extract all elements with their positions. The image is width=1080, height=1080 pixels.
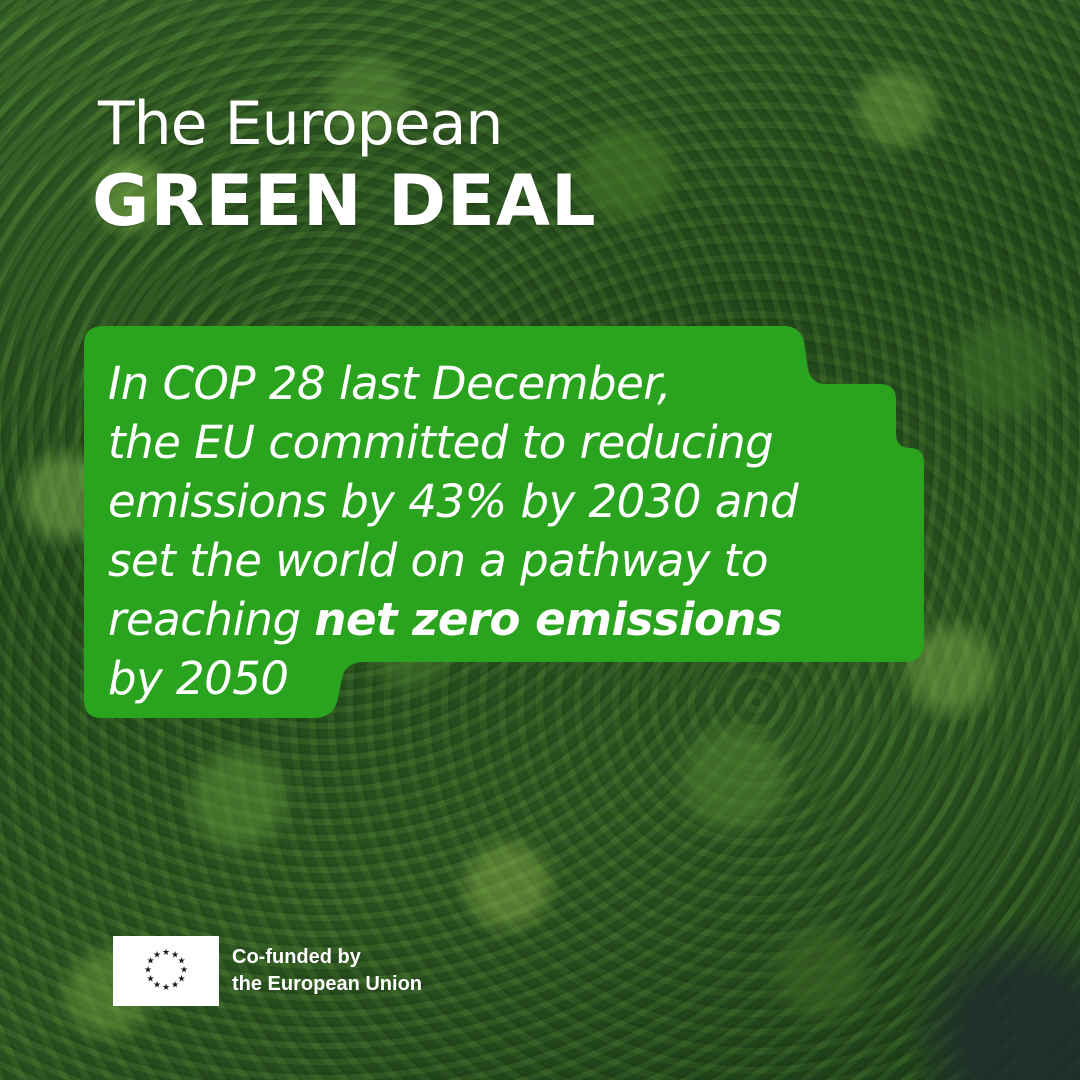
eu-flag-icon: ★ ★ ★ ★ ★ ★ ★ ★ ★ ★ ★ ★: [113, 936, 219, 1006]
callout-line-5: reaching net zero emissions: [108, 590, 908, 649]
co-funded-label: Co-funded by the European Union: [232, 944, 422, 998]
callout-text: In COP 28 last December, the EU committe…: [108, 354, 908, 708]
callout-line-4: set the world on a pathway to: [108, 534, 768, 587]
svg-text:★: ★: [162, 983, 170, 993]
title-line-2: GREEN DEAL: [92, 160, 597, 242]
callout-line-1: In COP 28 last December,: [108, 357, 671, 410]
svg-text:★: ★: [177, 957, 185, 967]
title-line-1: The European: [98, 89, 503, 159]
callout-line-5-emphasis: net zero emissions: [314, 593, 783, 646]
svg-text:★: ★: [177, 975, 185, 985]
svg-text:★: ★: [144, 966, 152, 976]
svg-text:★: ★: [153, 981, 161, 991]
svg-text:★: ★: [171, 981, 179, 991]
callout-background: [84, 326, 924, 718]
callout-line-2: the EU committed to reducing: [108, 416, 774, 469]
svg-text:★: ★: [146, 957, 154, 967]
svg-text:★: ★: [146, 975, 154, 985]
svg-text:★: ★: [162, 948, 170, 958]
callout-line-5-prefix: reaching: [108, 593, 315, 646]
svg-text:★: ★: [171, 951, 179, 961]
callout-line-3: emissions by 43% by 2030 and: [108, 475, 799, 528]
co-funded-line-1: Co-funded by: [232, 946, 361, 968]
eu-stars-circle: ★ ★ ★ ★ ★ ★ ★ ★ ★ ★ ★ ★: [144, 948, 188, 993]
svg-text:★: ★: [180, 966, 188, 976]
callout-line-6: by 2050: [108, 652, 289, 705]
svg-text:★: ★: [153, 951, 161, 961]
co-funded-line-2: the European Union: [232, 973, 422, 995]
